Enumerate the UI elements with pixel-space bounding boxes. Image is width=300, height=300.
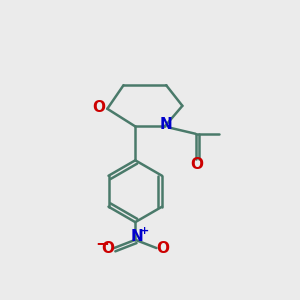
Text: O: O [157, 241, 169, 256]
Text: N: N [130, 229, 143, 244]
Text: −: − [95, 234, 109, 252]
Text: O: O [101, 241, 114, 256]
Text: O: O [190, 157, 204, 172]
Text: O: O [93, 100, 106, 115]
Text: N: N [160, 117, 172, 132]
Text: +: + [140, 226, 149, 236]
